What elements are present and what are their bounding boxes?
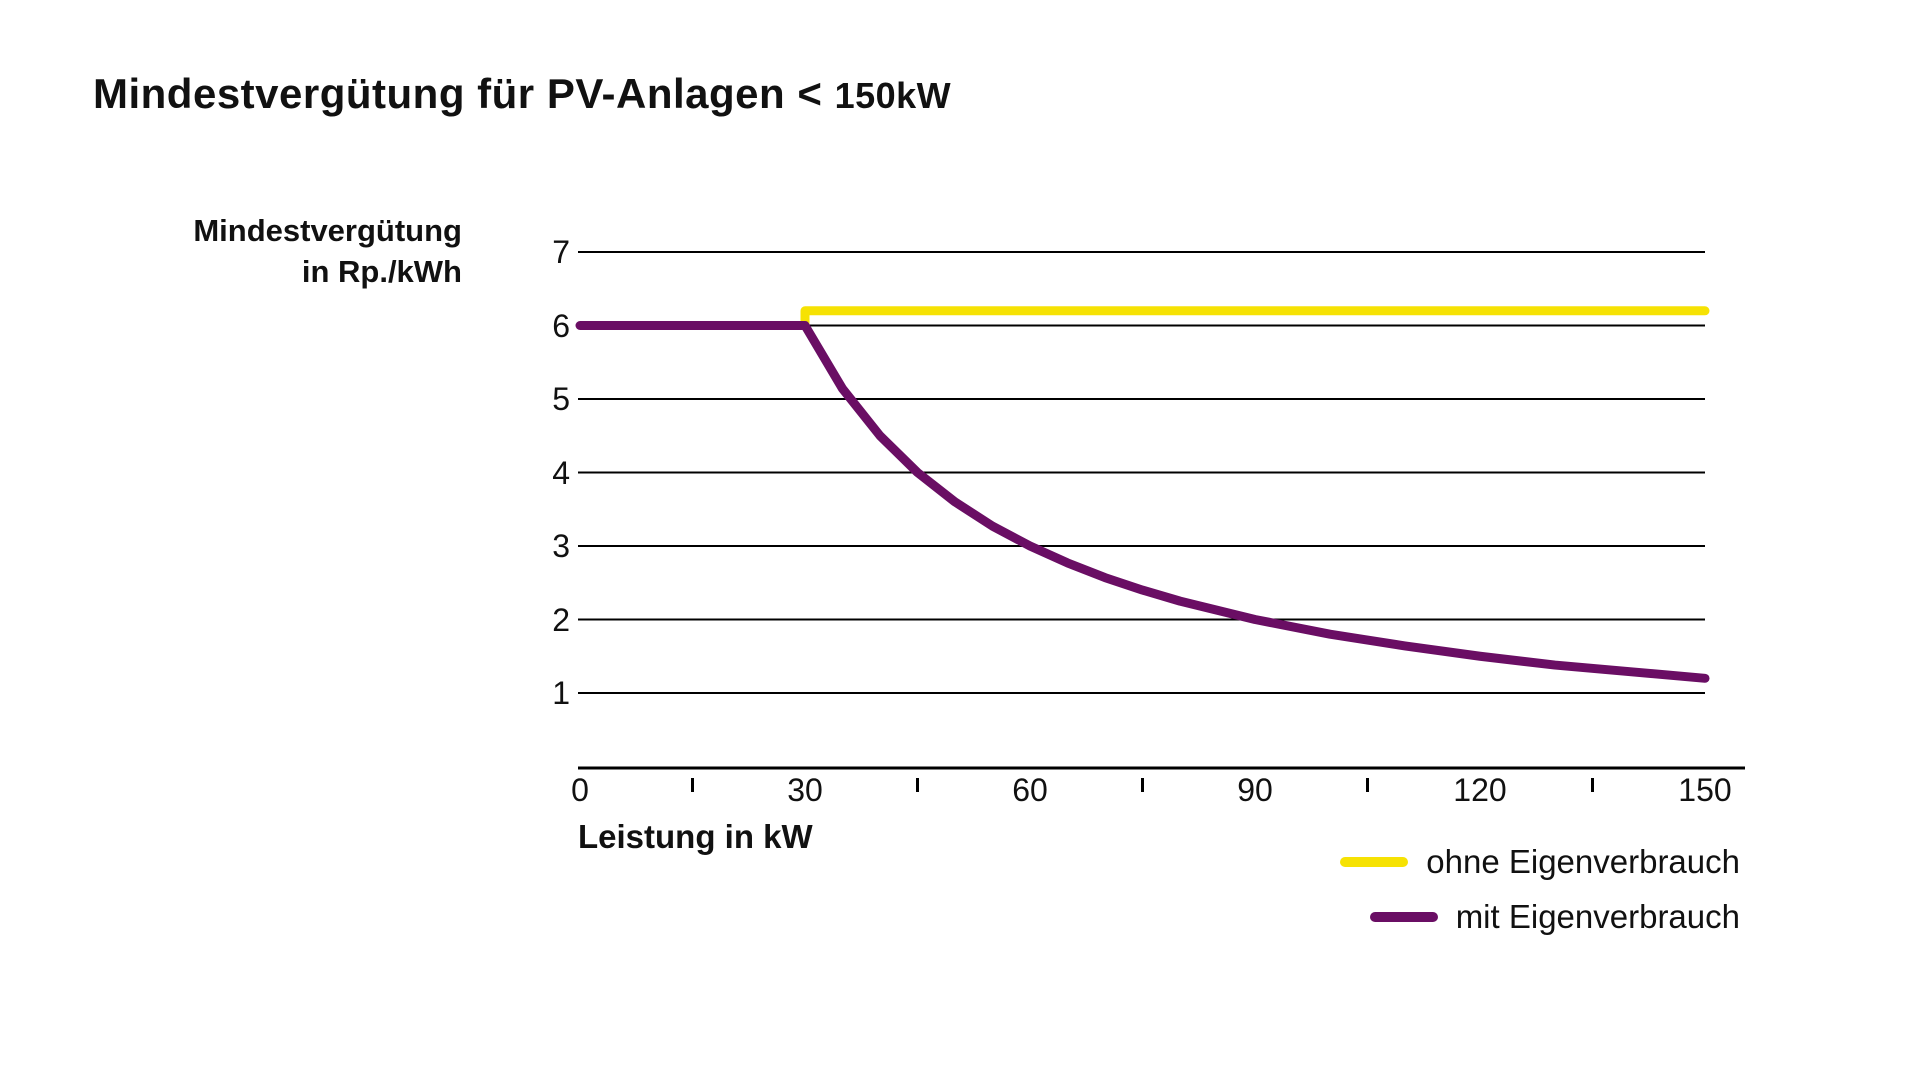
x-axis-label: Leistung in kW — [578, 818, 813, 855]
series-line-mit-eigenverbrauch — [575, 321, 1710, 683]
y-axis-label-line2: in Rp./kWh — [301, 254, 462, 289]
legend-swatch — [1340, 857, 1409, 867]
series-line-ohne-eigenverbrauch — [800, 306, 1710, 330]
x-tick-label: 150 — [1678, 772, 1732, 808]
y-axis-label: Mindestvergütung in Rp./kWh — [193, 210, 462, 292]
y-tick-label: 4 — [552, 454, 570, 491]
y-tick-label: 7 — [552, 234, 570, 270]
legend-item: ohne Eigenverbrauch — [1340, 843, 1740, 881]
series-lines — [575, 306, 1710, 683]
legend-swatch — [1369, 912, 1438, 922]
x-tick-label: 0 — [571, 772, 589, 808]
x-tick-label: 60 — [1012, 772, 1048, 808]
legend-label: mit Eigenverbrauch — [1455, 898, 1740, 935]
y-tick-label: 5 — [552, 381, 570, 417]
y-tick-label: 6 — [552, 307, 570, 344]
chart-title-suffix: 150kW — [834, 75, 952, 116]
x-tick-label: 120 — [1453, 772, 1507, 808]
x-minor-ticks — [691, 778, 1594, 792]
legend-item: mit Eigenverbrauch — [1369, 898, 1740, 936]
y-tick-label: 2 — [552, 601, 570, 638]
legend: ohne Eigenverbrauch mit Eigenverbrauch — [1340, 843, 1740, 936]
y-axis-label-line1: Mindestvergütung — [193, 213, 462, 248]
x-tick-label: 30 — [787, 772, 823, 808]
gridlines — [578, 251, 1705, 694]
chart-title-main: Mindestvergütung für PV-Anlagen < — [93, 70, 835, 117]
y-tick-label: 1 — [552, 675, 570, 711]
chart-title: Mindestvergütung für PV-Anlagen < 150kW — [93, 70, 951, 118]
legend-label: ohne Eigenverbrauch — [1426, 843, 1740, 880]
y-tick-label: 3 — [552, 528, 570, 564]
x-tick-label: 90 — [1237, 772, 1273, 808]
